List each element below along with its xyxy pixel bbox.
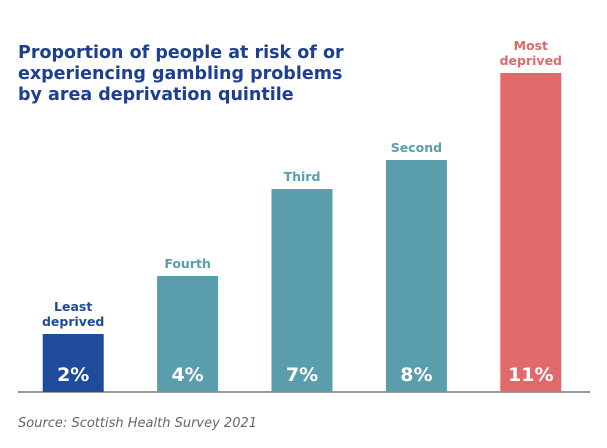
value-label: 2%	[57, 364, 89, 386]
value-label: 7%	[286, 364, 318, 386]
category-label: Third	[284, 169, 321, 184]
chart-title: by area deprivation quintile	[18, 85, 294, 105]
bar	[157, 276, 219, 392]
bar	[42, 334, 104, 392]
source: Source: Scottish Health Survey 2021	[18, 416, 257, 431]
chart-title: experiencing gambling problems	[18, 64, 342, 84]
value-label: 8%	[400, 364, 432, 386]
bar	[500, 73, 562, 392]
value-label: 4%	[171, 364, 203, 386]
category-label: Second	[391, 140, 442, 155]
category-label: deprived	[500, 53, 562, 68]
category-label: deprived	[42, 314, 104, 329]
category-label: Fourth	[164, 256, 211, 271]
category-label: Least	[54, 299, 92, 314]
bar	[385, 160, 447, 392]
chart-title: Proportion of people at risk of or	[18, 43, 344, 63]
category-label: Most	[514, 38, 548, 53]
value-label: 11%	[508, 364, 553, 386]
bar	[271, 189, 333, 392]
